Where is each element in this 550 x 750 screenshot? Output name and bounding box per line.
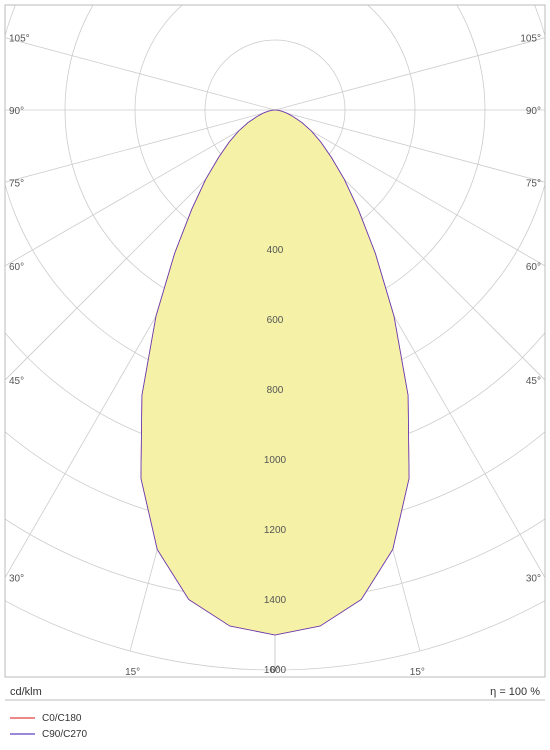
polar-chart-container: 4006008001000120014001600105°105°90°90°7… <box>0 0 550 750</box>
angle-label-bottom: 0° <box>270 665 280 676</box>
ring-label: 600 <box>267 315 284 326</box>
ring-label: 1000 <box>264 455 287 466</box>
unit-label: cd/klm <box>10 686 42 698</box>
polar-chart-svg: 4006008001000120014001600105°105°90°90°7… <box>0 0 550 750</box>
angle-label-right: 105° <box>520 34 541 45</box>
efficiency-label: η = 100 % <box>490 686 540 698</box>
ring-label: 1400 <box>264 595 287 606</box>
angle-label-left: 30° <box>9 574 24 585</box>
ring-label: 400 <box>267 245 284 256</box>
legend-label: C90/C270 <box>42 729 87 740</box>
ring-label: 800 <box>267 385 284 396</box>
angle-label-left: 60° <box>9 262 24 273</box>
angle-label-right: 45° <box>526 376 541 387</box>
angle-label-left: 90° <box>9 106 24 117</box>
angle-label-right: 75° <box>526 178 541 189</box>
angle-label-right: 90° <box>526 106 541 117</box>
ring-label: 1200 <box>264 525 287 536</box>
legend-label: C0/C180 <box>42 713 82 724</box>
angle-label-left: 45° <box>9 376 24 387</box>
angle-label-left: 75° <box>9 178 24 189</box>
angle-label-left: 15° <box>125 667 140 678</box>
angle-label-right: 30° <box>526 574 541 585</box>
angle-label-right: 15° <box>410 667 425 678</box>
angle-label-right: 60° <box>526 262 541 273</box>
angle-label-left: 105° <box>9 34 30 45</box>
